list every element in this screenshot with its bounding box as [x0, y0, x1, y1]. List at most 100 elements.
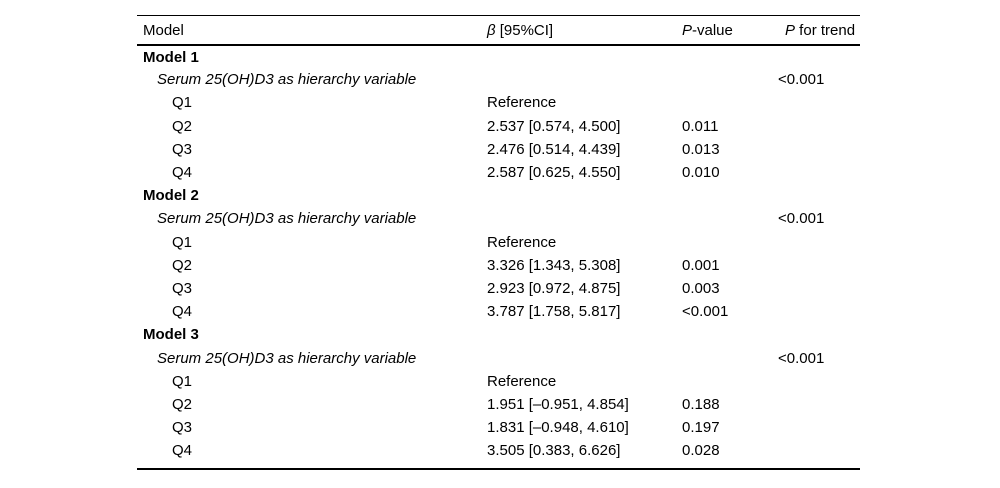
p-trend-cell	[778, 393, 860, 416]
beta-ci-cell: Reference	[487, 372, 557, 390]
p-value-cell	[682, 323, 778, 346]
beta-ci-cell: Reference	[487, 233, 557, 251]
beta-ci-cell	[487, 323, 682, 346]
p-value-cell: 0.197	[682, 419, 720, 437]
data-table: Model β [95%CI] P-value P for trend Mode…	[137, 16, 860, 462]
quartile-cell: Q1	[172, 372, 193, 390]
quartile-cell: Q3	[172, 140, 193, 158]
p-trend-cell	[778, 91, 860, 114]
p-trend-cell	[778, 323, 860, 346]
table-row-quartile: Q2 2.537 [0.574, 4.500] 0.011	[137, 115, 860, 138]
p-value-cell: 0.010	[682, 164, 720, 182]
quartile-cell: Q2	[172, 395, 193, 413]
p-value-cell: 0.028	[682, 442, 720, 460]
p-value-cell	[682, 184, 778, 207]
table-row-quartile: Q3 2.923 [0.972, 4.875] 0.003	[137, 277, 860, 300]
beta-ci-cell: 2.587 [0.625, 4.550]	[487, 164, 621, 182]
table-row-hierarchy-variable: Serum 25(OH)D3 as hierarchy variable <0.…	[137, 346, 860, 369]
quartile-cell: Q4	[172, 164, 193, 182]
p-value-cell	[682, 91, 778, 114]
column-header-model: Model	[137, 16, 487, 46]
table-row-model-3: Model 3	[137, 323, 860, 346]
beta-ci-cell: 2.476 [0.514, 4.439]	[487, 140, 621, 158]
quartile-cell: Q4	[172, 303, 193, 321]
beta-ci-cell: 3.787 [1.758, 5.817]	[487, 303, 621, 321]
column-header-p-value: P-value	[682, 16, 778, 46]
table-row-quartile: Q1 Reference	[137, 231, 860, 254]
p-trend-cell	[778, 416, 860, 439]
beta-ci-cell	[487, 45, 682, 68]
beta-ci-cell	[487, 207, 682, 230]
beta-ci-label: [95%CI]	[495, 21, 554, 39]
p-symbol: P	[682, 21, 693, 39]
column-header-p-for-trend: P for trend	[778, 16, 860, 46]
p-value-cell: 0.011	[682, 117, 719, 135]
p-trend-cell	[778, 254, 860, 277]
p-trend-cell: <0.001	[778, 349, 825, 367]
regression-results-table: Model β [95%CI] P-value P for trend Mode…	[137, 15, 860, 471]
p-trend-cell	[778, 115, 860, 138]
beta-ci-cell: 3.505 [0.383, 6.626]	[487, 442, 621, 460]
model-name-cell: Model 2	[143, 187, 199, 205]
table-row-quartile: Q1 Reference	[137, 370, 860, 393]
model-name-cell: Model 1	[143, 48, 199, 66]
beta-ci-cell: 2.537 [0.574, 4.500]	[487, 117, 621, 135]
quartile-cell: Q1	[172, 94, 193, 112]
p-trend-cell: <0.001	[778, 210, 825, 228]
p-value-cell: <0.001	[682, 303, 729, 321]
p-value-cell: 0.003	[682, 279, 720, 297]
beta-ci-cell	[487, 68, 682, 91]
table-row-quartile: Q2 3.326 [1.343, 5.308] 0.001	[137, 254, 860, 277]
table-row-model-2: Model 2	[137, 184, 860, 207]
beta-ci-cell: 2.923 [0.972, 4.875]	[487, 279, 621, 297]
table-row-quartile: Q4 2.587 [0.625, 4.550] 0.010	[137, 161, 860, 184]
p-trend-cell	[778, 277, 860, 300]
model-name-cell: Model 3	[143, 326, 199, 344]
hierarchy-variable-cell: Serum 25(OH)D3 as hierarchy variable	[157, 210, 417, 228]
beta-ci-cell: Reference	[487, 94, 557, 112]
p-value-cell: 0.188	[682, 395, 720, 413]
table-row-quartile: Q2 1.951 [–0.951, 4.854] 0.188	[137, 393, 860, 416]
p-trend-cell	[778, 45, 860, 68]
table-row-hierarchy-variable: Serum 25(OH)D3 as hierarchy variable <0.…	[137, 68, 860, 91]
quartile-cell: Q2	[172, 256, 193, 274]
p-value-cell	[682, 207, 778, 230]
beta-ci-cell	[487, 184, 682, 207]
beta-ci-cell: 1.951 [–0.951, 4.854]	[487, 395, 629, 413]
table-header-row: Model β [95%CI] P-value P for trend	[137, 16, 860, 46]
p-value-cell: 0.001	[682, 256, 720, 274]
table-row-hierarchy-variable: Serum 25(OH)D3 as hierarchy variable <0.…	[137, 207, 860, 230]
p-value-cell	[682, 45, 778, 68]
p-value-cell	[682, 231, 778, 254]
p-trend-cell	[778, 138, 860, 161]
beta-ci-cell: 3.326 [1.343, 5.308]	[487, 256, 621, 274]
beta-ci-cell: 1.831 [–0.948, 4.610]	[487, 419, 629, 437]
p-trend-cell	[778, 439, 860, 462]
table-row-quartile: Q3 1.831 [–0.948, 4.610] 0.197	[137, 416, 860, 439]
quartile-cell: Q3	[172, 279, 193, 297]
p-value-cell	[682, 346, 778, 369]
beta-ci-cell	[487, 346, 682, 369]
p-trend-cell	[778, 184, 860, 207]
quartile-cell: Q1	[172, 233, 193, 251]
quartile-cell: Q2	[172, 117, 193, 135]
p-trend-cell: <0.001	[778, 71, 825, 89]
hierarchy-variable-cell: Serum 25(OH)D3 as hierarchy variable	[157, 349, 417, 367]
column-header-beta-ci: β [95%CI]	[487, 16, 682, 46]
quartile-cell: Q3	[172, 419, 193, 437]
p-trend-cell	[778, 370, 860, 393]
p-value-cell	[682, 370, 778, 393]
table-row-quartile: Q1 Reference	[137, 91, 860, 114]
p-for-trend-label: for trend	[795, 21, 856, 39]
beta-symbol: β	[487, 21, 496, 39]
quartile-cell: Q4	[172, 442, 193, 460]
p-value-cell	[682, 68, 778, 91]
table-row-quartile: Q3 2.476 [0.514, 4.439] 0.013	[137, 138, 860, 161]
p-trend-cell	[778, 300, 860, 323]
table-row-quartile: Q4 3.787 [1.758, 5.817] <0.001	[137, 300, 860, 323]
table-row-quartile: Q4 3.505 [0.383, 6.626] 0.028	[137, 439, 860, 462]
p-symbol: P	[785, 21, 796, 39]
p-value-cell: 0.013	[682, 140, 720, 158]
p-trend-cell	[778, 161, 860, 184]
table-row-model-1: Model 1	[137, 45, 860, 68]
